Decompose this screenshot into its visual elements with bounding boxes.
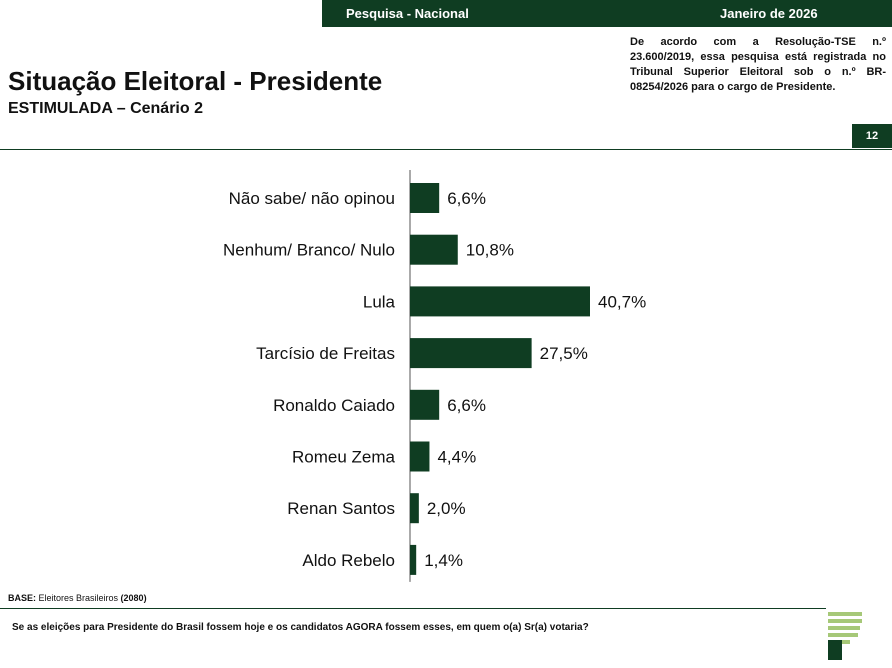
category-label: Aldo Rebelo bbox=[302, 551, 395, 570]
page-number-badge: 12 bbox=[852, 124, 892, 148]
footer-divider bbox=[0, 608, 826, 609]
base-count: (2080) bbox=[120, 593, 147, 603]
data-label: 4,4% bbox=[437, 448, 476, 467]
bar bbox=[410, 441, 430, 472]
survey-label: Pesquisa - Nacional bbox=[346, 6, 469, 21]
bar bbox=[410, 493, 419, 524]
data-label: 40,7% bbox=[598, 292, 646, 311]
bar bbox=[410, 338, 532, 369]
bar bbox=[410, 286, 590, 317]
data-label: 6,6% bbox=[447, 189, 486, 208]
header-divider bbox=[0, 149, 892, 150]
bar-chart: Não sabe/ não opinou 6,6% Nenhum/ Branco/ … bbox=[223, 170, 646, 582]
data-label: 1,4% bbox=[424, 551, 463, 570]
bar bbox=[410, 183, 440, 213]
data-label: 27,5% bbox=[540, 344, 588, 363]
data-label: 6,6% bbox=[447, 396, 486, 415]
data-label: 2,0% bbox=[427, 499, 466, 518]
bar bbox=[410, 389, 440, 420]
page-subtitle: ESTIMULADA – Cenário 2 bbox=[8, 100, 203, 117]
category-label: Tarcísio de Freitas bbox=[256, 344, 395, 363]
bar bbox=[410, 544, 417, 575]
top-banner: Pesquisa - Nacional Janeiro de 2026 bbox=[322, 0, 892, 27]
brand-logo bbox=[828, 612, 862, 660]
survey-question: Se as eleições para Presidente do Brasil… bbox=[12, 622, 589, 633]
category-label: Ronaldo Caiado bbox=[273, 396, 395, 415]
page-title: Situação Eleitoral - Presidente bbox=[8, 66, 383, 96]
date-label: Janeiro de 2026 bbox=[720, 6, 818, 21]
category-label: Não sabe/ não opinou bbox=[229, 189, 395, 208]
base-text: Eleitores Brasileiros bbox=[36, 593, 121, 603]
category-label: Nenhum/ Branco/ Nulo bbox=[223, 241, 395, 260]
base-note: BASE: Eleitores Brasileiros (2080) bbox=[8, 593, 147, 603]
data-label: 10,8% bbox=[466, 241, 514, 260]
bar bbox=[410, 234, 458, 265]
category-label: Lula bbox=[363, 292, 396, 311]
base-label: BASE: bbox=[8, 593, 37, 603]
category-label: Renan Santos bbox=[287, 499, 395, 518]
tse-registration-note: De acordo com a Resolução-TSE n.º 23.600… bbox=[630, 36, 886, 93]
category-label: Romeu Zema bbox=[292, 448, 396, 467]
